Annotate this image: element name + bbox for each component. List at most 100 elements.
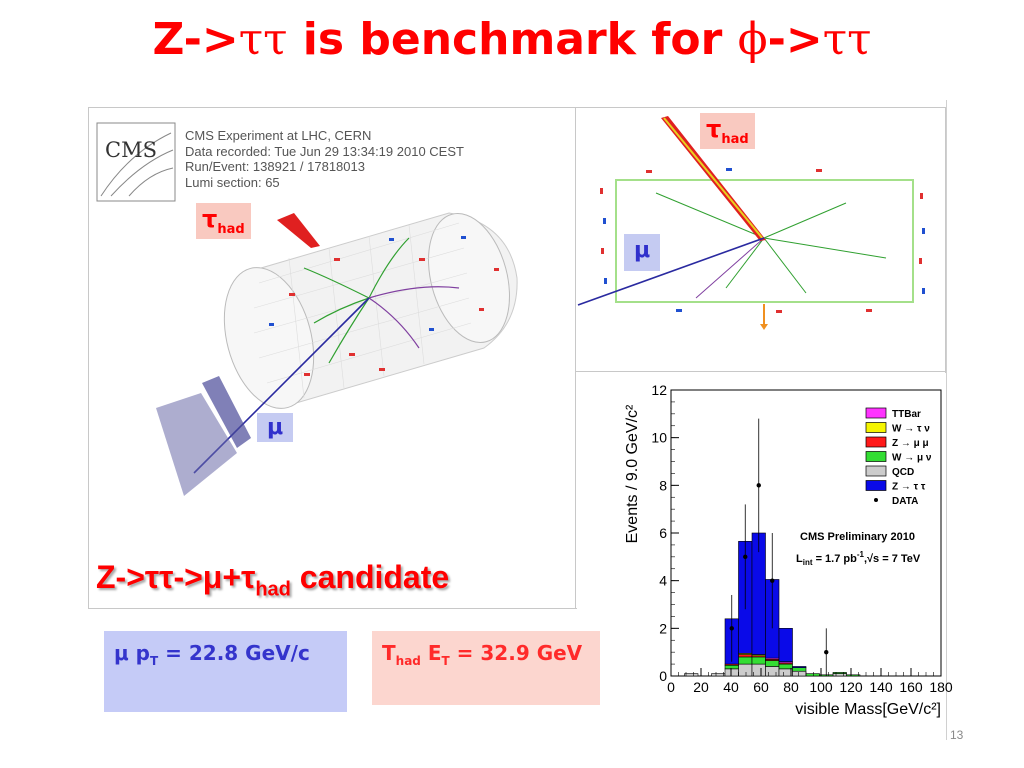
tau-symbol: τ xyxy=(706,115,722,143)
muon-pt-text: μ pT = 22.8 GeV/c xyxy=(114,641,310,668)
bar-qcd-12 xyxy=(832,673,847,677)
legend-label: Z → τ τ xyxy=(892,482,926,493)
title-part2: is benchmark for xyxy=(287,14,738,65)
title-part1: Z-> xyxy=(152,14,239,65)
event-display-3d: CMS CMS Experiment at LHC, CERN Data rec… xyxy=(88,107,577,609)
x-tick-label: 180 xyxy=(929,679,953,695)
plot-frame xyxy=(670,389,942,677)
bar-w--5 xyxy=(738,656,753,665)
x-tick-label: 160 xyxy=(899,679,923,695)
lumi-int: int xyxy=(803,558,813,567)
data-point xyxy=(743,554,748,560)
side-view-graphic xyxy=(577,116,925,330)
legend-swatch xyxy=(865,451,887,462)
tau-et-sub1: had xyxy=(395,654,421,668)
legend-label: Z → μ μ xyxy=(892,438,929,449)
bar-w--4 xyxy=(724,664,739,670)
legend-swatch xyxy=(865,436,887,448)
calorimeter-hits xyxy=(269,236,499,376)
lumi-exp: -1 xyxy=(857,550,865,559)
bar-w--12 xyxy=(832,672,847,674)
x-tick-label: 120 xyxy=(839,679,863,695)
tau-symbol: τ xyxy=(202,205,218,233)
bar-qcd-5 xyxy=(738,663,753,677)
tau-et-box: Thad ET = 32.9 GeV xyxy=(372,631,600,705)
annotation-title: CMS Preliminary 2010 xyxy=(800,531,915,543)
x-tick-label: 20 xyxy=(693,679,709,695)
tau-had-label: τhad xyxy=(700,113,755,149)
tau-subscript: had xyxy=(721,131,749,147)
title-part3: -> xyxy=(767,14,823,65)
tau-subscript: had xyxy=(217,221,245,237)
x-tick-label: 40 xyxy=(723,679,739,695)
event-info-line: Lumi section: 65 xyxy=(185,174,280,190)
bar-w--13 xyxy=(846,674,861,677)
mu-pt-value: = 22.8 GeV/c xyxy=(158,641,310,665)
legend-label: DATA xyxy=(892,496,918,507)
lumi-L: L xyxy=(796,553,803,565)
legend-data-marker xyxy=(874,498,878,502)
y-axis-ticks: 0 2 4 6 8 10 12 xyxy=(651,382,679,684)
met-arrow-head xyxy=(760,324,768,330)
event-info: CMS Experiment at LHC, CERN Data recorde… xyxy=(185,128,464,190)
legend-label: TTBar xyxy=(892,409,921,420)
x-tick-label: 100 xyxy=(809,679,833,695)
bar-w--9 xyxy=(792,667,807,672)
legend-swatch xyxy=(865,480,887,491)
lumi-value: = 1.7 pb xyxy=(813,553,858,565)
legend-label: W → μ ν xyxy=(892,453,932,464)
bar-qcd-4 xyxy=(724,668,739,677)
y-tick-label: 4 xyxy=(659,573,667,589)
muon-pt-box: μ pT = 22.8 GeV/c xyxy=(104,631,347,712)
mu-label: μ xyxy=(257,413,294,442)
bar-qcd-8 xyxy=(778,668,793,677)
event-info-line: Run/Event: 138921 / 17818013 xyxy=(185,159,365,174)
x-tick-label: 80 xyxy=(783,679,799,695)
data-point xyxy=(770,578,775,583)
bar-w--6 xyxy=(751,656,766,665)
data-points xyxy=(729,418,829,676)
x-tick-label: 140 xyxy=(869,679,893,695)
chart-legend: TTBar W → τ ν Z → μ μ W → μ ν QCD Z → τ τ DATA xyxy=(865,407,932,507)
y-tick-label: 2 xyxy=(659,620,667,636)
tau-et-label: T xyxy=(382,641,396,665)
slide-title: Z->ττ is benchmark for ϕ->ττ xyxy=(0,14,1024,65)
bar-qcd-3 xyxy=(711,673,726,677)
bar-z--5 xyxy=(738,654,753,658)
event-info-line: Data recorded: Tue Jun 29 13:34:19 2010 … xyxy=(185,143,464,159)
candidate-tail: candidate xyxy=(290,559,450,595)
data-point xyxy=(824,649,829,655)
legend-label: QCD xyxy=(892,467,914,478)
tau-et-mid: E xyxy=(420,641,442,665)
legend-swatch xyxy=(865,465,887,477)
cms-logo-frame xyxy=(96,122,176,202)
slide-divider xyxy=(946,100,947,740)
legend-swatch xyxy=(865,422,887,433)
mu-pt-sub: T xyxy=(150,654,159,668)
legend-label: W → τ ν xyxy=(892,424,930,435)
title-greek2: ϕ xyxy=(737,14,768,65)
tau-jet-core xyxy=(663,117,764,240)
page-number: 13 xyxy=(950,728,964,742)
muon-chamber-2 xyxy=(202,376,251,448)
event-display-graphic xyxy=(96,122,518,496)
bar-qcd-1 xyxy=(684,673,699,677)
candidate-main: Z->ττ->μ+τ xyxy=(96,559,256,595)
tau-et-value: = 32.9 GeV xyxy=(449,641,583,665)
data-point xyxy=(756,483,761,488)
bar-qcd-7 xyxy=(765,666,780,677)
title-greek1: ττ xyxy=(238,14,288,65)
detector-cylinder xyxy=(223,212,518,409)
calorimeter-hits xyxy=(600,168,925,313)
annotation-lumi: Lint = 1.7 pb-1,√s = 7 TeV xyxy=(796,550,921,567)
x-axis-ticks: 0 20 40 60 80 100 120 140 160 180 xyxy=(667,668,953,695)
bar-qcd-9 xyxy=(792,670,807,677)
charged-tracks xyxy=(303,237,460,364)
bar-w--7 xyxy=(765,660,780,667)
bar-z--9 xyxy=(792,666,807,668)
candidate-sub: had xyxy=(255,578,291,601)
bar-qcd-6 xyxy=(751,663,766,677)
muon-track xyxy=(577,237,765,306)
cms-logo: CMS xyxy=(105,138,157,162)
